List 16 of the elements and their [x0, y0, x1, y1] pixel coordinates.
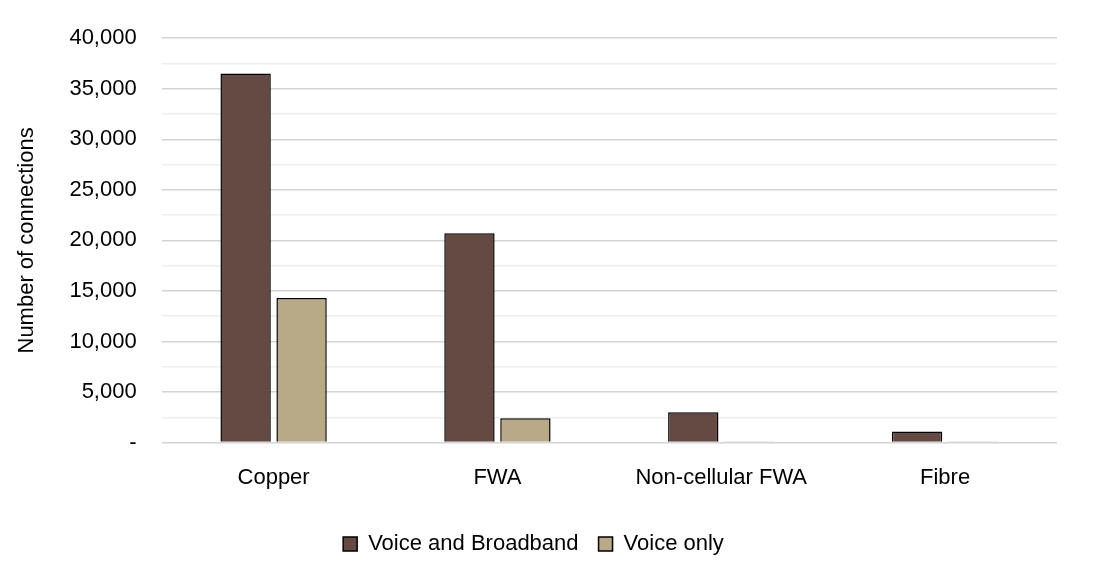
y-tick-label: 10,000: [69, 327, 137, 353]
y-tick-label: 30,000: [69, 125, 137, 151]
x-tick-label: Non-cellular FWA: [635, 463, 808, 489]
y-tick-label: 40,000: [69, 24, 137, 50]
x-tick-label: Fibre: [920, 463, 971, 489]
y-tick-label: 25,000: [69, 175, 137, 201]
x-tick-label: Copper: [237, 463, 310, 489]
legend-label: Voice only: [623, 530, 724, 556]
legend-label: Voice and Broadband: [368, 530, 579, 556]
y-tick-label: 15,000: [69, 277, 137, 303]
y-tick-label: 5,000: [81, 378, 137, 404]
y-tick-label: 35,000: [69, 74, 137, 100]
y-axis-title: Number of connections: [13, 127, 39, 354]
x-tick-label: FWA: [473, 463, 522, 489]
y-tick-label: 20,000: [69, 226, 137, 252]
y-tick-label: -: [129, 428, 137, 454]
